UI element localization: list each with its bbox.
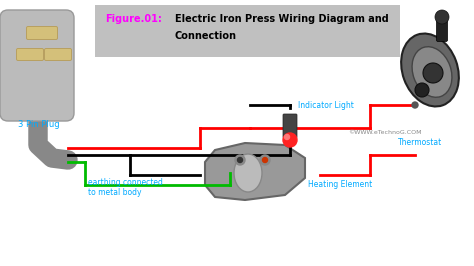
Circle shape [435,10,449,24]
Ellipse shape [401,34,459,106]
FancyBboxPatch shape [45,48,72,60]
Text: Thermostat: Thermostat [398,138,442,147]
Text: Connection: Connection [175,31,237,41]
Text: Heating Element: Heating Element [308,180,372,189]
Text: Indicator Light: Indicator Light [298,101,354,110]
FancyBboxPatch shape [95,5,400,57]
FancyBboxPatch shape [27,27,57,39]
Text: Figure.01:: Figure.01: [105,14,162,24]
Circle shape [237,157,243,163]
Circle shape [412,102,418,108]
Text: 3 Pin Plug: 3 Pin Plug [18,120,60,129]
Ellipse shape [412,47,452,97]
FancyBboxPatch shape [0,10,74,121]
Circle shape [415,83,429,97]
Polygon shape [205,143,305,200]
Circle shape [283,133,297,147]
Circle shape [284,135,290,139]
FancyBboxPatch shape [17,48,44,60]
Circle shape [260,155,270,165]
Ellipse shape [234,154,262,192]
FancyBboxPatch shape [437,16,447,41]
Text: earthing connected
to metal body: earthing connected to metal body [88,178,163,197]
Circle shape [263,157,267,163]
FancyBboxPatch shape [283,114,297,138]
Text: Electric Iron Press Wiring Diagram and: Electric Iron Press Wiring Diagram and [175,14,389,24]
Circle shape [235,155,245,165]
Text: ©WWW.eTechnoG.COM: ©WWW.eTechnoG.COM [348,130,421,135]
Circle shape [423,63,443,83]
